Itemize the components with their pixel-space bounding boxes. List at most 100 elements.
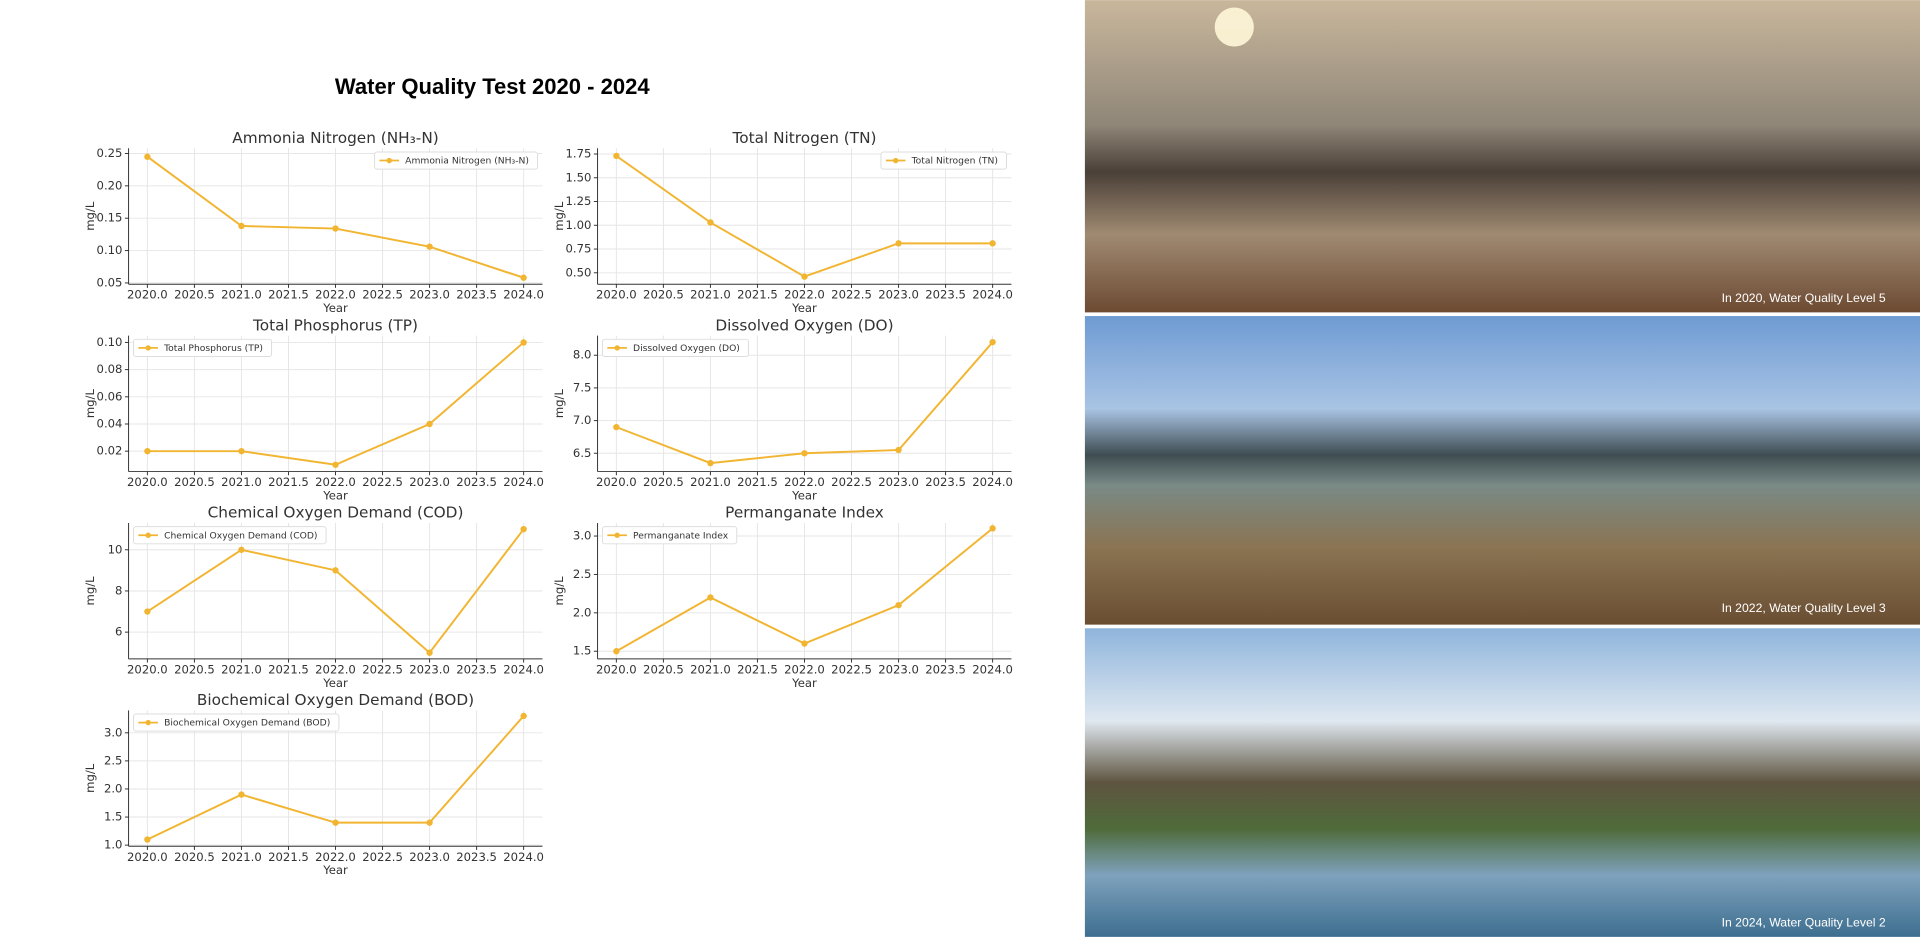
y-tick-label: 0.10 <box>97 335 123 349</box>
slide-title: Water Quality Test 2020 - 2024 <box>335 74 650 99</box>
data-point <box>707 219 714 226</box>
y-tick-label: 6.5 <box>573 446 592 460</box>
x-tick-label: 2023.0 <box>409 662 450 676</box>
x-tick-label: 2020.0 <box>127 475 168 489</box>
data-point <box>144 153 151 160</box>
y-tick-label: 1.5 <box>104 810 123 824</box>
x-tick-label: 2020.0 <box>596 475 637 489</box>
legend: Dissolved Oxygen (DO) <box>601 338 749 357</box>
photo <box>1084 316 1920 625</box>
y-axis-label: mg/L <box>552 389 566 419</box>
x-tick-label: 2022.0 <box>315 850 356 864</box>
x-tick-label: 2023.5 <box>925 662 966 676</box>
legend-marker <box>145 532 151 538</box>
y-axis-label: mg/L <box>83 201 97 231</box>
x-tick-label: 2022.5 <box>362 662 403 676</box>
photo <box>1084 628 1920 937</box>
chart-title: Permanganate Index <box>725 504 884 522</box>
y-tick-label: 1.5 <box>573 644 592 658</box>
y-tick-label: 0.06 <box>97 389 123 403</box>
y-tick-label: 1.0 <box>104 838 123 852</box>
data-point <box>895 601 902 609</box>
legend-box <box>132 713 340 732</box>
data-point <box>238 546 245 553</box>
data-point <box>426 819 433 826</box>
x-tick-label: 2024.0 <box>503 662 544 676</box>
chart: 2020.0 2020.5 2021.0 2021.5 2022.0 2022.5 2023… <box>552 504 1013 690</box>
chart: 2020.0 2020.5 2021.0 2021.5 2022.0 2022.5 2023… <box>83 504 544 690</box>
x-tick-label: 2023.5 <box>925 475 966 489</box>
chart: 2020.0 2020.5 2021.0 2021.5 2022.0 2022.5 2023… <box>83 691 544 877</box>
x-axis-label: Year <box>791 676 817 690</box>
chart-title: Total Nitrogen (TN) <box>731 129 876 147</box>
data-point <box>613 648 620 655</box>
data-point <box>707 459 714 467</box>
y-tick-label: 0.75 <box>566 242 592 256</box>
legend-marker <box>145 345 151 351</box>
y-tick-label: 0.04 <box>97 416 123 430</box>
x-tick-label: 2024.0 <box>503 850 544 864</box>
y-tick-label: 0.25 <box>97 146 123 160</box>
data-point <box>895 240 902 247</box>
x-tick-label: 2023.5 <box>925 288 966 302</box>
x-tick-label: 2021.0 <box>221 475 262 489</box>
x-tick-label: 2023.5 <box>456 475 497 489</box>
data-point <box>801 273 808 280</box>
x-tick-label: 2022.5 <box>362 475 403 489</box>
x-tick-label: 2022.5 <box>831 475 872 489</box>
data-point <box>613 423 620 431</box>
data-point <box>426 420 433 428</box>
y-tick-label: 0.15 <box>97 211 123 225</box>
legend: Ammonia Nitrogen (NH₃-N) <box>374 151 539 170</box>
data-point <box>238 222 245 230</box>
x-tick-label: 2023.0 <box>878 475 919 489</box>
x-tick-label: 2021.0 <box>690 475 731 489</box>
data-point <box>144 608 151 615</box>
y-tick-label: 7.5 <box>573 380 592 394</box>
photo <box>1084 0 1920 313</box>
y-tick-label: 8.0 <box>573 348 592 362</box>
legend-box <box>374 151 539 170</box>
chart-title: Chemical Oxygen Demand (COD) <box>208 504 464 522</box>
chart: 2020.0 2020.5 2021.0 2021.5 2022.0 2022.5 2023… <box>83 129 544 315</box>
data-point <box>989 338 996 346</box>
x-tick-label: 2022.5 <box>831 288 872 302</box>
x-tick-label: 2022.0 <box>784 475 825 489</box>
x-tick-label: 2022.0 <box>784 662 825 676</box>
photos: In 2020, Water Quality Level 5 In 2022, … <box>1084 0 1920 937</box>
chart: 2020.0 2020.5 2021.0 2021.5 2022.0 2022.5 2023… <box>83 316 544 502</box>
y-axis-label: mg/L <box>83 389 97 419</box>
data-point <box>520 525 527 533</box>
x-tick-label: 2021.5 <box>737 662 778 676</box>
x-tick-label: 2023.0 <box>409 288 450 302</box>
x-tick-label: 2022.5 <box>362 850 403 864</box>
y-tick-label: 2.5 <box>104 753 123 767</box>
x-tick-label: 2022.0 <box>315 475 356 489</box>
data-point <box>332 819 339 826</box>
x-axis-label: Year <box>322 489 348 503</box>
x-tick-label: 2020.0 <box>127 850 168 864</box>
x-tick-label: 2023.0 <box>409 475 450 489</box>
x-tick-label: 2024.0 <box>972 475 1013 489</box>
legend-marker <box>386 157 392 164</box>
x-tick-label: 2022.5 <box>831 662 872 676</box>
chart: 2020.0 2020.5 2021.0 2021.5 2022.0 2022.5 2023… <box>552 129 1013 315</box>
legend: Chemical Oxygen Demand (COD) <box>132 526 327 545</box>
data-point <box>426 243 433 250</box>
y-axis-label: mg/L <box>552 576 566 606</box>
x-tick-label: 2020.5 <box>643 288 684 302</box>
x-tick-label: 2021.0 <box>221 288 262 302</box>
data-point <box>613 152 620 160</box>
y-tick-label: 1.00 <box>566 218 592 232</box>
legend-box <box>132 526 327 545</box>
data-point <box>332 461 339 468</box>
photo-caption: In 2020, Water Quality Level 5 <box>1722 291 1886 305</box>
legend-label: Total Nitrogen (TN) <box>911 156 998 167</box>
y-tick-label: 6 <box>115 625 122 639</box>
x-tick-label: 2021.5 <box>268 850 309 864</box>
data-point <box>332 225 339 232</box>
x-tick-label: 2021.0 <box>690 288 731 302</box>
x-tick-label: 2024.0 <box>503 288 544 302</box>
data-point <box>707 594 714 601</box>
x-tick-label: 2020.5 <box>643 475 684 489</box>
